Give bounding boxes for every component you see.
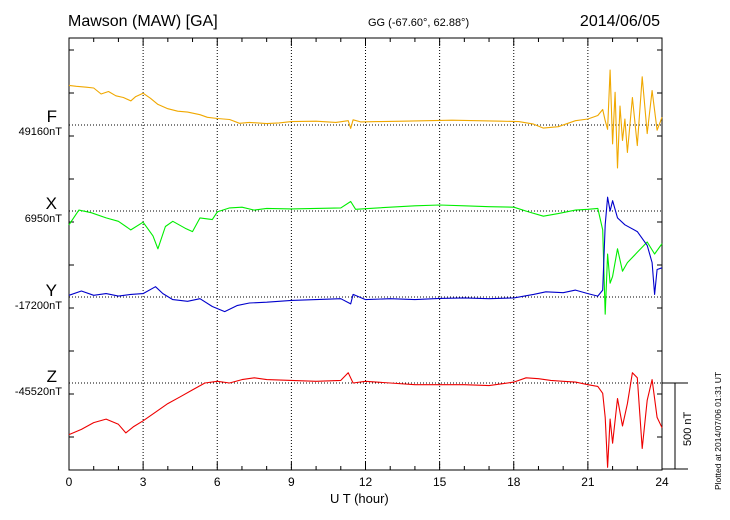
component-label-y: Y -17200nT [15, 282, 62, 313]
x-tick-label: 21 [581, 475, 595, 489]
axis-ticks: 0 3 6 9 12 15 18 21 24 [66, 38, 669, 489]
plotted-timestamp: Plotted at 2014/07/06 01:31 UT [713, 371, 723, 490]
series-line-y [68, 196, 663, 313]
x-tick-label: 0 [66, 475, 73, 489]
x-tick-label: 3 [140, 475, 147, 489]
component-baseline: -45520nT [14, 386, 62, 398]
series-line-x [68, 200, 663, 315]
x-tick-label: 12 [359, 475, 373, 489]
station-title: Mawson (MAW) [GA] [68, 13, 218, 30]
grid-lines [142, 38, 589, 470]
x-tick-label: 24 [655, 475, 669, 489]
series-traces [68, 69, 663, 468]
component-baseline: -17200nT [14, 300, 62, 312]
x-tick-label: 9 [288, 475, 295, 489]
scale-bar-label: 500 nT [682, 411, 694, 446]
component-baseline: 49160nT [18, 126, 62, 138]
plot-date: 2014/06/05 [579, 13, 660, 30]
geographic-coords: GG (-67.60°, 62.88°) [368, 17, 470, 29]
series-line-f [68, 69, 663, 169]
x-tick-label: 15 [433, 475, 447, 489]
component-label-x: X 6950nT [25, 195, 62, 226]
component-name: Z [46, 367, 57, 386]
series-line-z [68, 372, 663, 468]
x-axis-label: U T (hour) [330, 491, 389, 506]
component-label-z: Z -45520nT [15, 368, 62, 399]
x-tick-label: 6 [214, 475, 221, 489]
component-label-f: F 49160nT [19, 108, 62, 139]
component-baseline: 6950nT [24, 213, 62, 225]
component-name: F [46, 107, 57, 126]
scale-bar [662, 382, 688, 470]
component-name: X [45, 194, 57, 213]
x-tick-label: 18 [507, 475, 521, 489]
component-name: Y [45, 281, 57, 300]
